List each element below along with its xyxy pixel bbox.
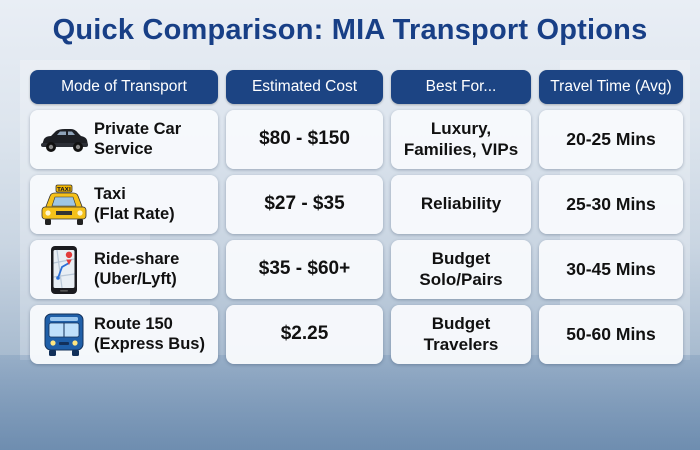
cost-cell: $2.25 xyxy=(226,305,383,364)
travel-time-cell: 50-60 Mins xyxy=(539,305,683,364)
mode-label: Private Car Service xyxy=(94,120,182,158)
mode-cell: Private Car Service xyxy=(30,110,218,169)
cost-cell: $27 - $35 xyxy=(226,175,383,234)
mode-cell: Ride-share (Uber/Lyft) xyxy=(30,240,218,299)
taxi-icon: TAXI xyxy=(38,179,90,231)
header-mode: Mode of Transport xyxy=(30,70,218,104)
svg-text:TAXI: TAXI xyxy=(57,187,71,193)
background-floor xyxy=(0,355,700,450)
header-best-for: Best For... xyxy=(391,70,531,104)
cost-cell: $80 - $150 xyxy=(226,110,383,169)
header-cost: Estimated Cost xyxy=(226,70,383,104)
travel-time-cell: 25-30 Mins xyxy=(539,175,683,234)
mode-label: Ride-share (Uber/Lyft) xyxy=(94,250,180,288)
smartphone-icon xyxy=(38,244,90,296)
best-for-cell: Budget Travelers xyxy=(391,305,531,364)
header-travel-time: Travel Time (Avg) xyxy=(539,70,683,104)
mode-label: Route 150 (Express Bus) xyxy=(94,315,205,353)
car-icon xyxy=(38,114,90,166)
travel-time-cell: 20-25 Mins xyxy=(539,110,683,169)
mode-cell: TAXI Taxi (Flat Rate) xyxy=(30,175,218,234)
page-title: Quick Comparison: MIA Transport Options xyxy=(52,14,648,46)
bus-icon xyxy=(38,309,90,361)
travel-time-cell: 30-45 Mins xyxy=(539,240,683,299)
mode-label: Taxi (Flat Rate) xyxy=(94,185,175,223)
best-for-cell: Reliability xyxy=(391,175,531,234)
cost-cell: $35 - $60+ xyxy=(226,240,383,299)
mode-cell: Route 150 (Express Bus) xyxy=(30,305,218,364)
best-for-cell: Luxury, Families, VIPs xyxy=(391,110,531,169)
best-for-cell: Budget Solo/Pairs xyxy=(391,240,531,299)
